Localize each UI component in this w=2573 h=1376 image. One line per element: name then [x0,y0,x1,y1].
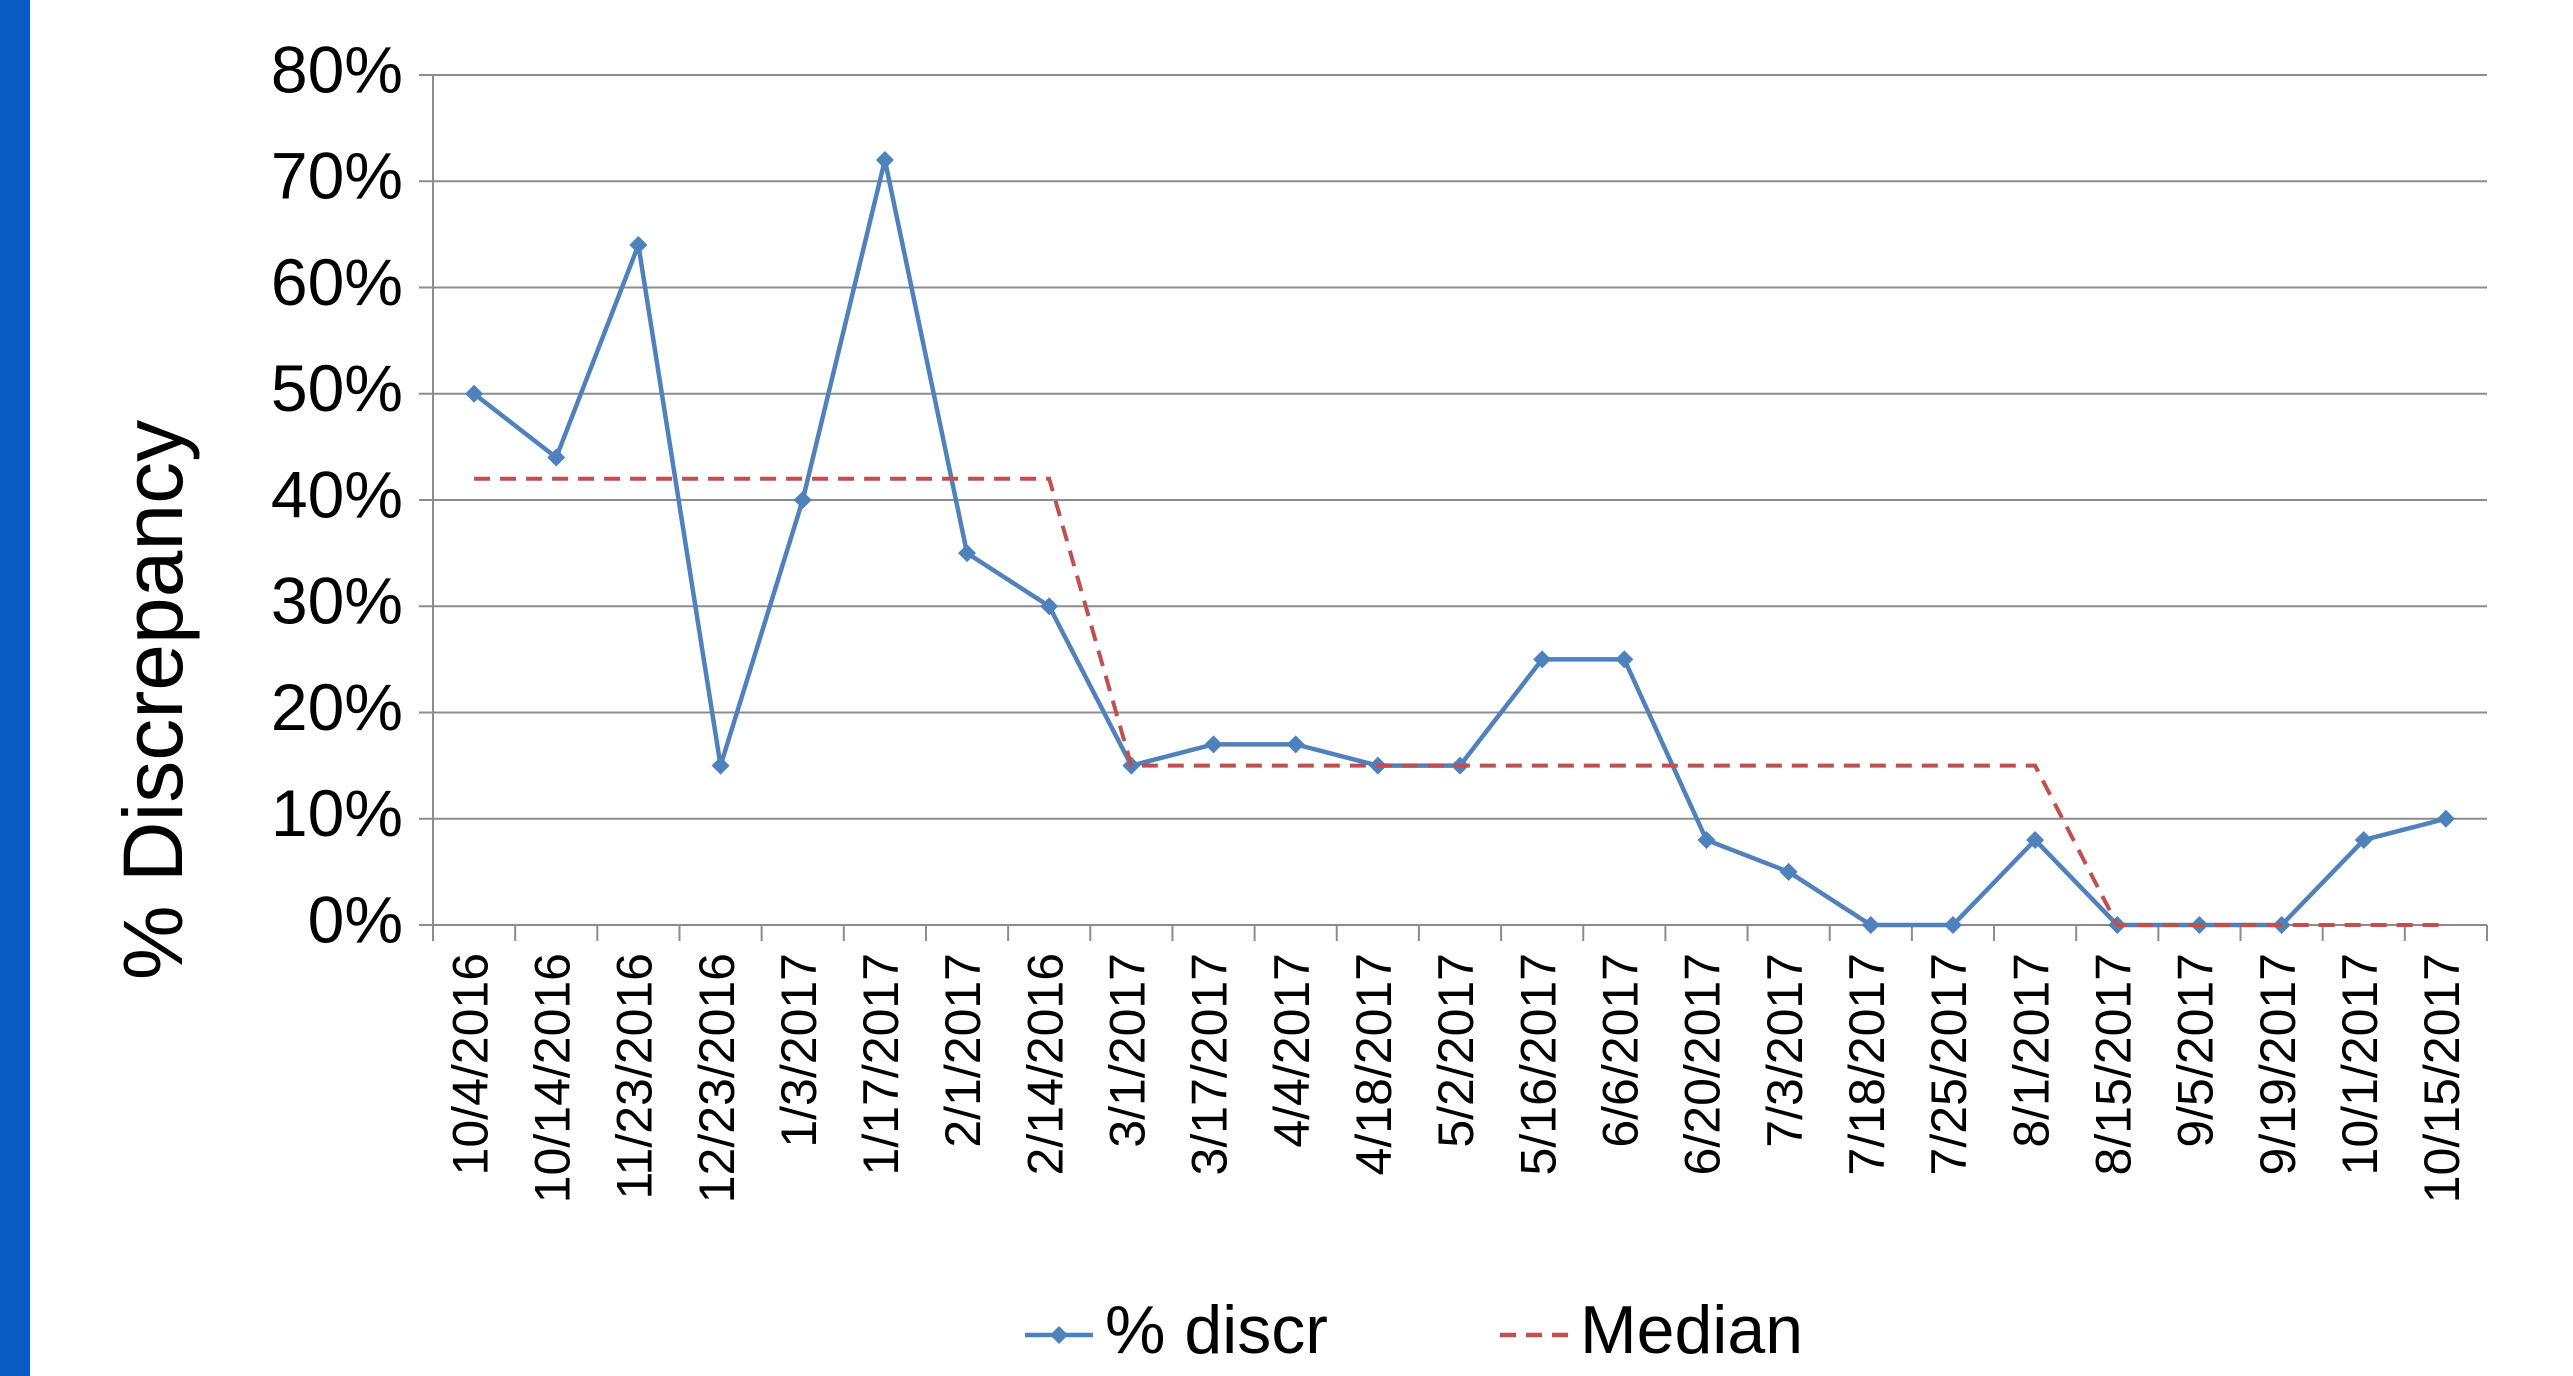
point [2354,831,2373,849]
point [1615,650,1634,669]
y-tick-label: 70% [271,139,403,213]
x-tick-label: 10/15/2017 [2414,953,2470,1203]
x-tick-label: 4/4/2017 [1264,953,1320,1148]
legend-label: % discr [1105,1292,1328,1368]
legend-label: Median [1580,1292,1803,1368]
point [629,236,648,254]
point [875,151,894,169]
point [793,491,812,509]
series-line [474,476,2446,927]
point [1943,916,1962,934]
side-bar [0,0,30,1376]
x-tick-label: 1/17/2017 [853,953,909,1175]
point [465,384,484,403]
point [1286,735,1305,754]
x-tick-label: 10/4/2016 [442,953,498,1175]
x-tick-label: 7/18/2017 [1839,953,1895,1175]
x-tick-label: 1/3/2017 [771,953,827,1148]
point [2026,831,2045,849]
legend-marker [1050,1326,1068,1344]
x-tick-label: 9/19/2017 [2250,953,2306,1175]
y-tick-label: 20% [271,670,403,744]
point [547,448,566,467]
point [711,756,730,775]
y-tick-label: 60% [271,245,403,319]
point [2436,809,2455,828]
series-line [472,159,2447,928]
x-tick-label: 2/1/2017 [935,953,991,1148]
x-tick-label: 11/23/2016 [607,953,663,1200]
x-tick-label: 3/1/2017 [1100,953,1156,1148]
point [1861,916,1880,934]
y-tick-label: 80% [271,32,403,106]
y-tick-label: 40% [271,457,403,531]
y-tick-label: 50% [271,351,403,425]
y-axis-label: % Discrepancy [106,420,200,980]
x-tick-label: 7/25/2017 [1921,953,1977,1175]
y-tick-label: 30% [271,564,403,638]
y-tick-label: 0% [308,882,403,956]
point [958,544,977,563]
point [1779,862,1798,881]
x-tick-label: 8/1/2017 [2003,953,2059,1148]
y-tick-label: 10% [271,776,403,850]
x-tick-label: 7/3/2017 [1757,953,1813,1148]
point [1697,831,1716,849]
x-tick-label: 4/18/2017 [1346,953,1402,1175]
x-tick-label: 8/15/2017 [2085,953,2141,1175]
x-tick-label: 2/14/2016 [1017,953,1073,1175]
x-tick-label: 6/6/2017 [1593,953,1649,1148]
x-tick-label: 10/1/2017 [2332,953,2388,1175]
x-tick-label: 5/16/2017 [1510,953,1566,1175]
x-tick-label: 5/2/2017 [1428,953,1484,1148]
point [1533,650,1552,669]
x-tick-label: 12/23/2016 [689,953,745,1203]
x-tick-label: 3/17/2017 [1182,953,1238,1175]
x-tick-label: 10/14/2016 [524,953,580,1203]
point [1040,597,1059,616]
point [1204,735,1223,754]
x-tick-label: 6/20/2017 [1675,953,1731,1175]
x-tick-label: 9/5/2017 [2168,953,2224,1148]
